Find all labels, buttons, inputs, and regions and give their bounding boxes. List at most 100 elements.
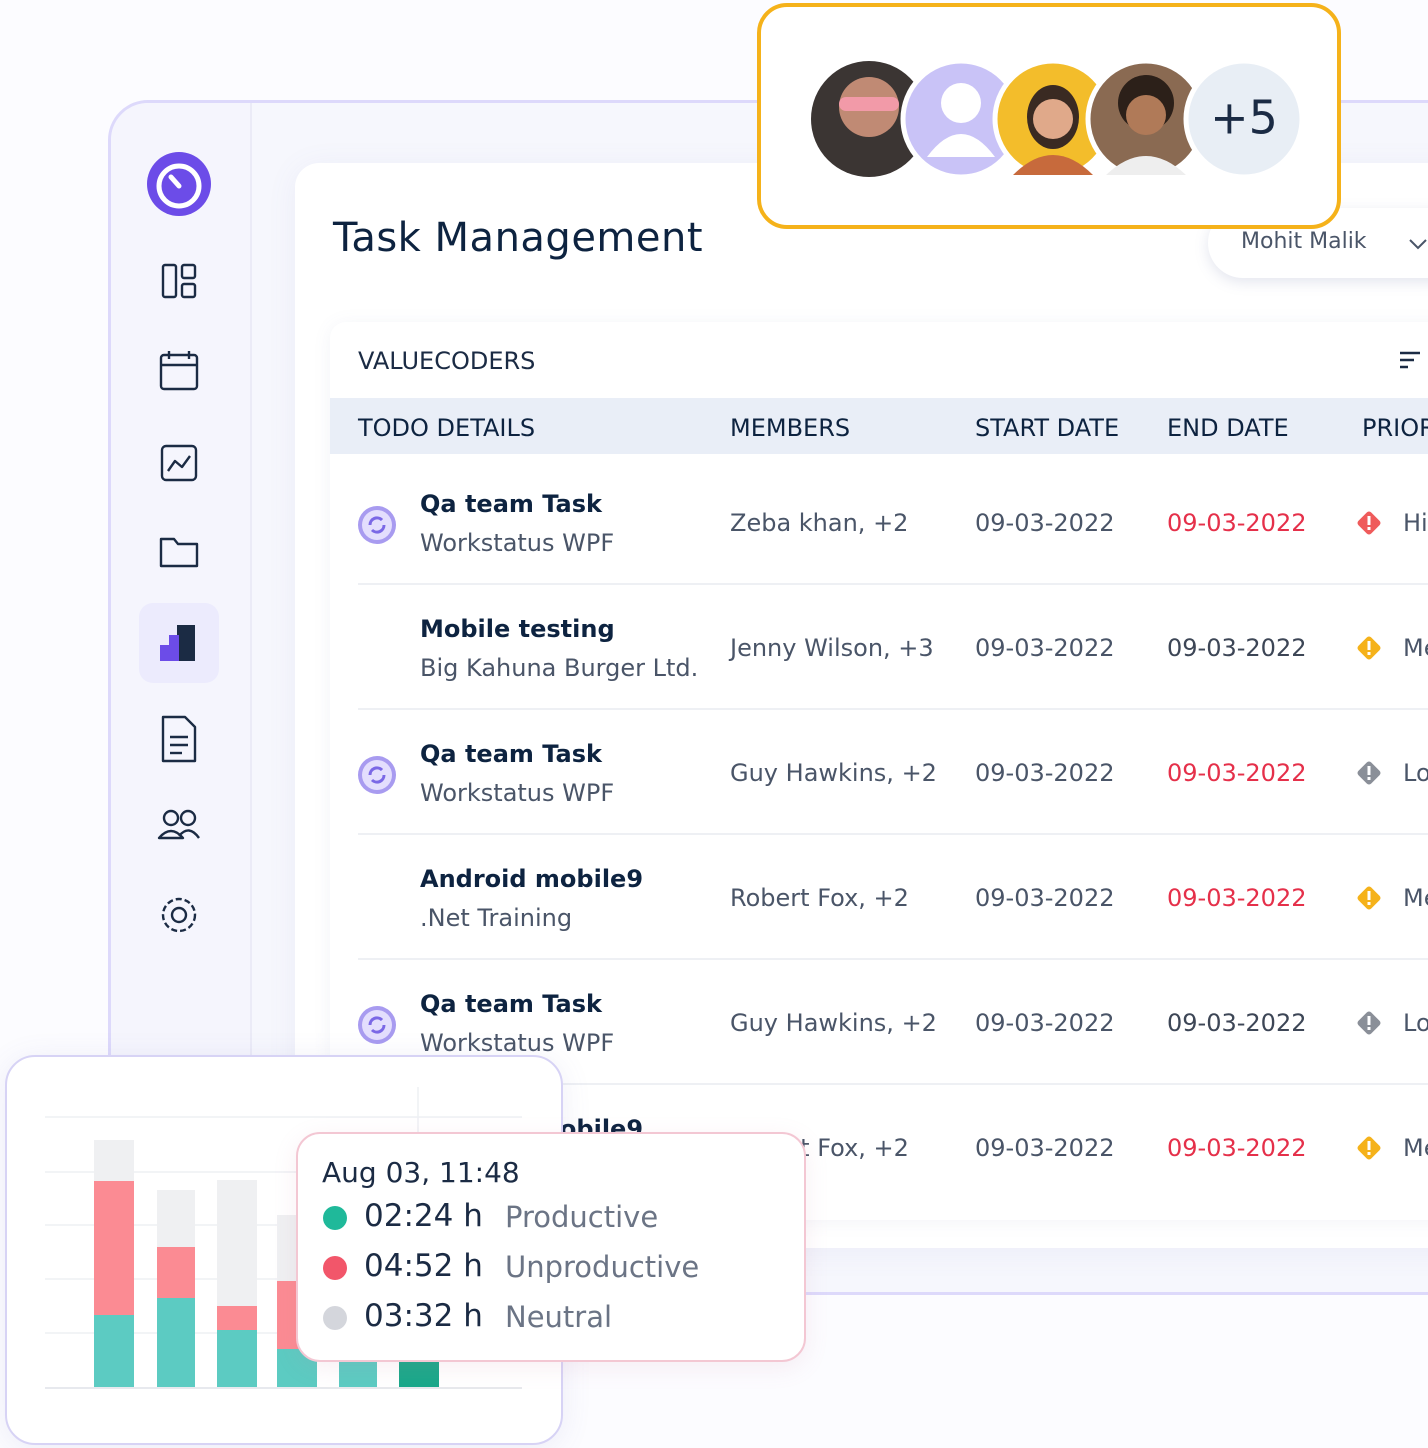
documents-icon[interactable] bbox=[161, 715, 197, 763]
logo-hand bbox=[168, 174, 182, 189]
table-row[interactable]: Mobile testing Big Kahuna Burger Ltd. Jenn… bbox=[330, 585, 1428, 710]
start-date: 09-03-2022 bbox=[975, 634, 1115, 662]
members: Zeba khan, +2 bbox=[730, 509, 909, 537]
bar-stack bbox=[94, 1140, 134, 1387]
priority-icon bbox=[1357, 636, 1381, 660]
members: Guy Hawkins, +2 bbox=[730, 759, 937, 787]
priority-icon bbox=[1357, 511, 1381, 535]
members-avatars: +5 bbox=[757, 3, 1341, 229]
task-name: Mobile testing bbox=[420, 615, 615, 643]
duration: 03:32 h bbox=[364, 1298, 483, 1334]
project-name: Big Kahuna Burger Ltd. bbox=[420, 654, 699, 682]
priority-icon bbox=[1357, 761, 1381, 785]
tooltip-time: Aug 03, 11:48 bbox=[322, 1156, 520, 1189]
duration: 02:24 h bbox=[364, 1198, 483, 1234]
avatar[interactable] bbox=[811, 61, 927, 177]
bar bbox=[399, 1357, 439, 1387]
category: Neutral bbox=[505, 1300, 613, 1334]
recurring-icon bbox=[358, 506, 396, 544]
table-row[interactable]: Qa team Task Workstatus WPF Guy Hawkins, +… bbox=[330, 710, 1428, 835]
row-separator bbox=[358, 708, 1428, 710]
company-icon[interactable] bbox=[160, 625, 195, 661]
table-row[interactable]: Qa team Task Workstatus WPF Guy Hawkins, +… bbox=[330, 960, 1428, 1085]
row-separator bbox=[358, 833, 1428, 835]
projects-icon[interactable] bbox=[159, 537, 199, 568]
category: Unproductive bbox=[505, 1250, 700, 1284]
chevron bbox=[1409, 239, 1427, 250]
project-name: Workstatus WPF bbox=[420, 1029, 615, 1057]
column-header: PRIORITY bbox=[1362, 414, 1428, 442]
avatar-stack: +5 bbox=[811, 58, 1305, 180]
chart-tooltip: Aug 03, 11:48 02:24 h Productive 04:52 h Un… bbox=[296, 1132, 806, 1362]
end-date: 09-03-2022 bbox=[1167, 884, 1307, 912]
priority: Medium bbox=[1403, 634, 1428, 662]
bar-stack bbox=[157, 1190, 195, 1387]
table-row[interactable]: Android mobile9 .Net Training Robert Fox, … bbox=[330, 835, 1428, 960]
end-date: 09-03-2022 bbox=[1167, 759, 1307, 787]
legend-dot bbox=[323, 1206, 347, 1230]
more-avatar[interactable] bbox=[1183, 58, 1305, 180]
priority-icon bbox=[1357, 886, 1381, 910]
bar bbox=[339, 1357, 377, 1387]
start-date: 09-03-2022 bbox=[975, 884, 1115, 912]
category: Productive bbox=[505, 1200, 659, 1234]
task-name: Qa team Task bbox=[420, 490, 602, 518]
legend-dot bbox=[323, 1306, 347, 1330]
table-header: TODO DETAILS MEMBERS START DATE END DATE PRI… bbox=[330, 398, 1428, 454]
table-row[interactable]: Qa team Task Workstatus WPF Zeba khan, +2 0… bbox=[330, 460, 1428, 585]
calendar-icon[interactable] bbox=[159, 351, 199, 391]
row-separator bbox=[358, 583, 1428, 585]
task-name: Qa team Task bbox=[420, 990, 602, 1018]
project-name: Workstatus WPF bbox=[420, 779, 615, 807]
task-name: Android mobile9 bbox=[420, 865, 644, 893]
avatar[interactable] bbox=[1085, 58, 1207, 180]
row-separator bbox=[358, 958, 1428, 960]
more-count: +5 bbox=[1210, 91, 1278, 145]
start-date: 09-03-2022 bbox=[975, 1009, 1115, 1037]
start-date: 09-03-2022 bbox=[975, 1134, 1115, 1162]
priority: Medium bbox=[1403, 1134, 1428, 1162]
user-name: Mohit Malik bbox=[1241, 229, 1367, 254]
task-name: Qa team Task bbox=[420, 740, 602, 768]
project-name: Workstatus WPF bbox=[420, 529, 615, 557]
recurring-icon bbox=[358, 1006, 396, 1044]
project-name: .Net Training bbox=[420, 904, 573, 932]
priority: Low bbox=[1403, 759, 1428, 787]
filter-icon[interactable] bbox=[1398, 350, 1422, 370]
duration: 04:52 h bbox=[364, 1248, 483, 1284]
priority: Medium bbox=[1403, 884, 1428, 912]
legend-dot bbox=[323, 1256, 347, 1280]
people-icon[interactable] bbox=[157, 809, 200, 840]
reports-icon[interactable] bbox=[160, 444, 198, 482]
recurring-icon bbox=[358, 756, 396, 794]
column-header: START DATE bbox=[975, 414, 1120, 442]
end-date: 09-03-2022 bbox=[1167, 1134, 1307, 1162]
column-header: END DATE bbox=[1167, 414, 1289, 442]
column-header: TODO DETAILS bbox=[358, 414, 536, 442]
column-header: MEMBERS bbox=[730, 414, 851, 442]
workspace-name: VALUECODERS bbox=[358, 347, 536, 375]
members: Jenny Wilson, +3 bbox=[730, 634, 934, 662]
end-date: 09-03-2022 bbox=[1167, 509, 1307, 537]
priority-icon bbox=[1357, 1136, 1381, 1160]
avatar[interactable] bbox=[900, 58, 1022, 180]
members: Guy Hawkins, +2 bbox=[730, 1009, 937, 1037]
priority: Low bbox=[1403, 1009, 1428, 1037]
start-date: 09-03-2022 bbox=[975, 759, 1115, 787]
logo-ring bbox=[156, 163, 202, 209]
task-table: VALUECODERS TODO DETAILS MEMBERS START DAT… bbox=[330, 322, 1428, 1220]
members: Robert Fox, +2 bbox=[730, 884, 909, 912]
sidebar-icons bbox=[139, 152, 219, 933]
settings-icon[interactable] bbox=[161, 897, 197, 933]
avatar[interactable] bbox=[992, 58, 1114, 180]
dashboard-icon[interactable] bbox=[161, 263, 197, 299]
page-title: Task Management bbox=[333, 215, 704, 261]
priority-icon bbox=[1357, 1011, 1381, 1035]
priority: High bbox=[1403, 509, 1428, 537]
row-separator bbox=[358, 1083, 1428, 1085]
start-date: 09-03-2022 bbox=[975, 509, 1115, 537]
end-date: 09-03-2022 bbox=[1167, 1009, 1307, 1037]
end-date: 09-03-2022 bbox=[1167, 634, 1307, 662]
bar-stack bbox=[217, 1180, 257, 1387]
